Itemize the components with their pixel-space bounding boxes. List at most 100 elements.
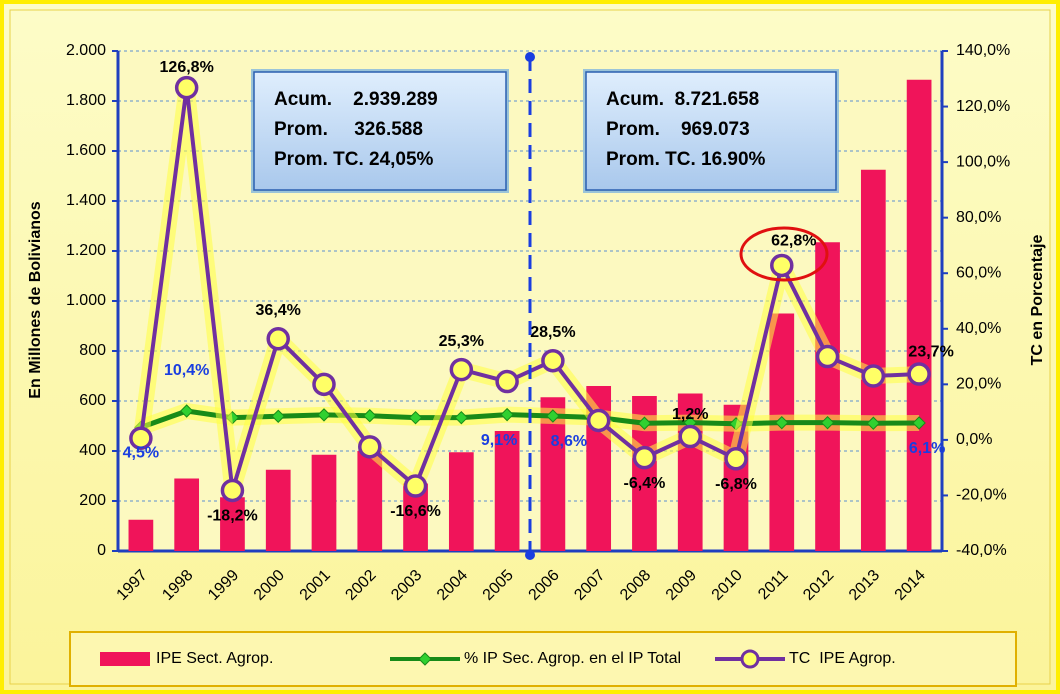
legend-marker bbox=[418, 652, 432, 666]
legend-label: IPE Sect. Agrop. bbox=[156, 650, 273, 667]
bar bbox=[220, 497, 245, 551]
bar bbox=[769, 313, 795, 551]
marker bbox=[678, 424, 702, 449]
annotation-box bbox=[585, 71, 837, 191]
y-tick-label: 800 bbox=[79, 342, 106, 359]
marker bbox=[632, 445, 657, 470]
legend-marker bbox=[740, 649, 760, 669]
annotation-text: Acum. 2.939.289 bbox=[274, 89, 438, 110]
y2-axis-label: TC en Porcentaje bbox=[1029, 235, 1046, 366]
marker bbox=[815, 344, 840, 369]
y2-tick-label: 0,0% bbox=[956, 431, 992, 448]
y-tick-label: 200 bbox=[79, 492, 106, 509]
y-axis-label: En Millones de Bolivianos bbox=[27, 201, 44, 398]
bar bbox=[494, 431, 520, 551]
data-label: 126,8% bbox=[160, 59, 214, 76]
y2-tick-label: 140,0% bbox=[956, 42, 1010, 59]
marker bbox=[317, 408, 331, 422]
data-label: -6,8% bbox=[715, 476, 757, 493]
y2-tick-label: -20,0% bbox=[956, 487, 1007, 504]
data-label: 6,1% bbox=[909, 440, 945, 457]
y-tick-label: 400 bbox=[79, 442, 106, 459]
data-label: 23,7% bbox=[908, 343, 953, 360]
data-label: 8,6% bbox=[551, 433, 587, 450]
marker bbox=[454, 410, 469, 425]
legend-label: % IP Sec. Agrop. en el IP Total bbox=[464, 650, 681, 667]
bar bbox=[860, 169, 886, 551]
data-label: 28,5% bbox=[530, 324, 575, 341]
marker bbox=[266, 327, 290, 351]
marker bbox=[541, 348, 565, 373]
data-label: 10,4% bbox=[164, 362, 209, 379]
data-label: 36,4% bbox=[256, 302, 301, 319]
bar bbox=[815, 242, 840, 551]
marker bbox=[866, 416, 881, 430]
marker bbox=[495, 369, 519, 394]
bar bbox=[128, 519, 154, 551]
data-label: -6,4% bbox=[624, 475, 666, 492]
data-label: 1,2% bbox=[672, 406, 708, 423]
annotation-box bbox=[253, 71, 507, 191]
highlight bbox=[739, 226, 829, 282]
marker bbox=[775, 415, 789, 430]
y-tick-label: 1.800 bbox=[66, 92, 106, 109]
marker bbox=[358, 435, 382, 459]
annotation-text: Acum. 8.721.658 bbox=[606, 89, 759, 110]
y2-tick-label: 20,0% bbox=[956, 376, 1001, 393]
data-label: -16,6% bbox=[390, 503, 441, 520]
marker bbox=[449, 357, 474, 382]
marker bbox=[770, 253, 794, 278]
marker bbox=[912, 416, 926, 430]
marker bbox=[637, 416, 652, 430]
marker bbox=[586, 408, 611, 433]
bar bbox=[906, 79, 932, 551]
bar bbox=[174, 478, 200, 551]
annotation-text: Prom. 326.588 bbox=[274, 119, 423, 140]
marker bbox=[174, 75, 199, 100]
y-tick-label: 1.200 bbox=[66, 242, 106, 259]
divider-end bbox=[525, 52, 535, 62]
bar bbox=[311, 454, 337, 551]
y2-tick-label: 100,0% bbox=[956, 153, 1010, 170]
y2-tick-label: 40,0% bbox=[956, 320, 1001, 337]
y2-tick-label: 80,0% bbox=[956, 209, 1001, 226]
y-tick-label: 1.600 bbox=[66, 142, 106, 159]
marker bbox=[724, 447, 748, 471]
legend-swatch bbox=[100, 652, 150, 666]
y2-tick-label: 60,0% bbox=[956, 264, 1001, 281]
bar bbox=[448, 452, 474, 551]
data-label: 4,5% bbox=[123, 445, 159, 462]
data-label: 9,1% bbox=[481, 432, 517, 449]
marker bbox=[820, 415, 835, 430]
y-tick-label: 0 bbox=[97, 542, 106, 559]
y-tick-label: 2.000 bbox=[66, 42, 106, 59]
legend-label: TC IPE Agrop. bbox=[789, 650, 896, 667]
marker bbox=[907, 362, 931, 386]
bar bbox=[357, 451, 383, 551]
marker bbox=[403, 474, 428, 498]
marker bbox=[363, 409, 377, 423]
bar bbox=[265, 469, 291, 551]
marker bbox=[271, 409, 285, 423]
data-label: 62,8% bbox=[771, 233, 816, 250]
marker bbox=[179, 404, 194, 418]
marker bbox=[129, 426, 153, 450]
marker bbox=[500, 407, 514, 422]
data-label: -18,2% bbox=[207, 508, 258, 525]
y-tick-label: 1.400 bbox=[66, 192, 106, 209]
annotation-text: Prom. TC. 24,05% bbox=[274, 149, 434, 170]
divider-end bbox=[525, 550, 535, 560]
y2-tick-label: 120,0% bbox=[956, 98, 1010, 115]
marker bbox=[408, 410, 423, 425]
y2-tick-label: -40,0% bbox=[956, 542, 1007, 559]
y-tick-label: 1.000 bbox=[66, 292, 106, 309]
marker bbox=[220, 478, 245, 503]
marker bbox=[546, 409, 560, 423]
marker bbox=[312, 372, 336, 397]
y-tick-label: 600 bbox=[79, 392, 106, 409]
annotation-text: Prom. TC. 16.90% bbox=[606, 149, 766, 170]
legend bbox=[69, 631, 1017, 687]
annotation-text: Prom. 969.073 bbox=[606, 119, 750, 140]
marker bbox=[861, 364, 886, 388]
